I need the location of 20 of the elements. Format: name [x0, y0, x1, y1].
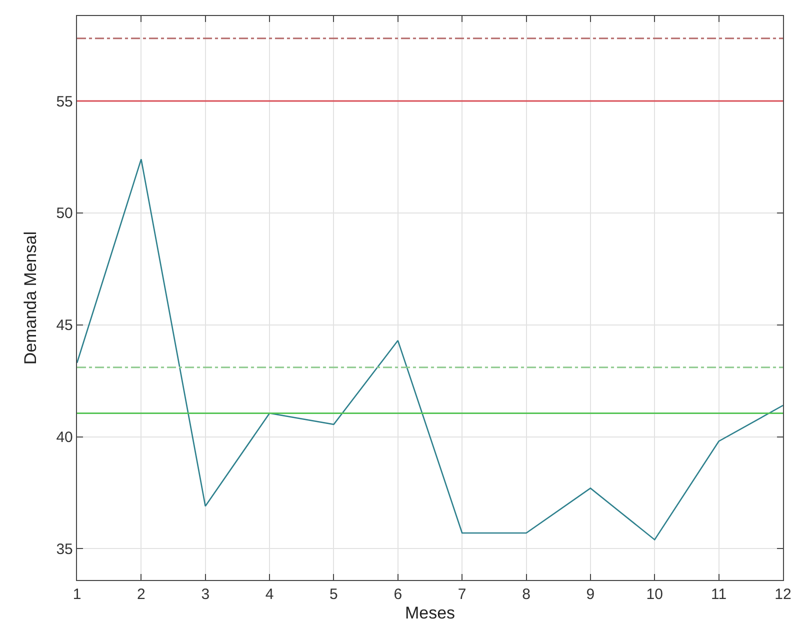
x-tick-label: 6	[394, 586, 402, 604]
x-tick-label: 1	[72, 586, 82, 604]
y-tick-label: 35	[56, 540, 73, 558]
x-tick-label: 2	[137, 586, 146, 604]
y-tick-label: 50	[56, 205, 73, 222]
x-tick-label: 11	[711, 586, 727, 604]
y-tick-label: 45	[56, 317, 73, 334]
x-tick-label: 7	[458, 586, 466, 604]
x-tick-label: 4	[265, 586, 274, 604]
x-tick-label: 10	[646, 586, 663, 604]
x-tick-label: 5	[330, 586, 338, 604]
y-tick-label: 40	[56, 429, 73, 446]
x-tick-label: 9	[586, 586, 595, 604]
x-tick-label: 3	[201, 586, 210, 604]
y-tick-label: 55	[56, 93, 73, 110]
x-axis-title: Meses	[404, 604, 456, 622]
line-series	[77, 158, 783, 540]
x-tick-label: 12	[774, 586, 792, 604]
y-axis-title: Demanda Mensal	[20, 231, 40, 365]
x-tick-label: 8	[522, 586, 530, 604]
